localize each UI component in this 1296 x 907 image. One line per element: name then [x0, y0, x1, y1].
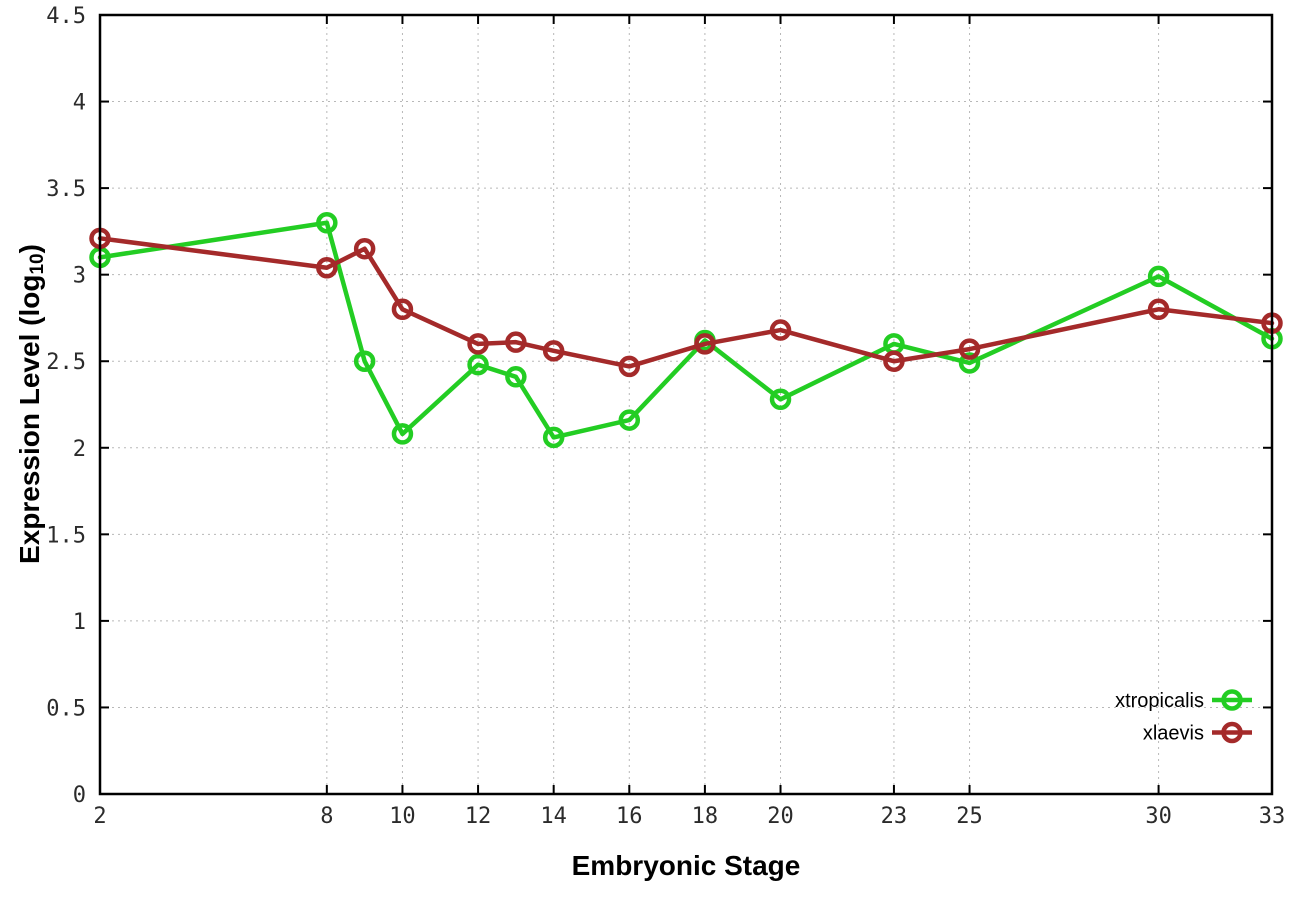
legend-label-xtropicalis: xtropicalis: [1115, 690, 1204, 712]
data-point-xtropicalis: [618, 409, 641, 431]
plot-border: [98, 13, 1274, 796]
x-tick-label: 12: [465, 804, 492, 829]
legend-label-xlaevis: xlaevis: [1143, 723, 1204, 745]
legend-marker-xlaevis: [1221, 721, 1243, 744]
data-point-xtropicalis: [316, 211, 338, 234]
x-tick-label: 23: [881, 804, 908, 829]
y-tick-label: 1: [73, 610, 86, 635]
x-tick-label: 33: [1259, 804, 1286, 829]
y-axis-title-end: ): [14, 244, 45, 254]
data-point-xtropicalis: [958, 352, 981, 374]
y-tick-label: 4.5: [46, 4, 86, 29]
y-tick-label: 1.5: [46, 523, 86, 548]
data-point-xlaevis: [316, 256, 338, 279]
data-point-xtropicalis: [353, 350, 376, 372]
data-point-xlaevis: [467, 333, 489, 355]
data-point-xtropicalis: [1147, 265, 1170, 288]
data-point-xlaevis: [618, 355, 641, 378]
y-tick-label: 2.5: [46, 350, 86, 375]
data-point-xlaevis: [391, 298, 414, 321]
data-point-xtropicalis: [769, 388, 792, 411]
data-point-xlaevis: [542, 340, 565, 362]
data-point-xlaevis: [1147, 298, 1170, 321]
y-tick-label: 3: [73, 264, 86, 289]
y-tick-label: 3.5: [46, 177, 86, 202]
y-tick-label: 4: [73, 91, 86, 116]
y-tick-label: 2: [73, 437, 86, 462]
data-point-xtropicalis: [391, 423, 414, 445]
x-axis-title: Embryonic Stage: [571, 850, 801, 881]
data-point-xlaevis: [958, 338, 981, 360]
data-point-xtropicalis: [542, 426, 565, 449]
x-tick-label: 30: [1145, 804, 1172, 829]
x-tick-label: 25: [956, 804, 983, 829]
y-tick-label: 0: [73, 783, 86, 808]
series-line-xlaevis: [97, 236, 1275, 369]
x-tick-label: 8: [320, 804, 333, 829]
legend-marker-xtropicalis: [1221, 689, 1243, 711]
x-tick-label: 18: [692, 804, 719, 829]
series-line-xtropicalis: [97, 220, 1275, 440]
x-tick-label: 20: [767, 804, 794, 829]
y-axis-title-subscript: 10: [27, 253, 49, 275]
y-axis-title: Expression Level (log10): [13, 154, 49, 654]
data-point-xlaevis: [769, 319, 792, 341]
x-tick-label: 2: [93, 804, 106, 829]
data-point-xlaevis: [694, 333, 716, 355]
y-axis-title-main: Expression Level (log: [14, 274, 45, 564]
x-tick-label: 16: [616, 804, 643, 829]
data-point-xlaevis: [505, 331, 527, 353]
data-point-xtropicalis: [505, 366, 527, 388]
y-tick-label: 0.5: [46, 696, 86, 721]
data-point-xlaevis: [883, 350, 905, 372]
data-point-xlaevis: [353, 237, 376, 260]
x-tick-label: 14: [540, 804, 567, 829]
data-point-xtropicalis: [467, 353, 489, 376]
x-tick-label: 10: [389, 804, 416, 829]
